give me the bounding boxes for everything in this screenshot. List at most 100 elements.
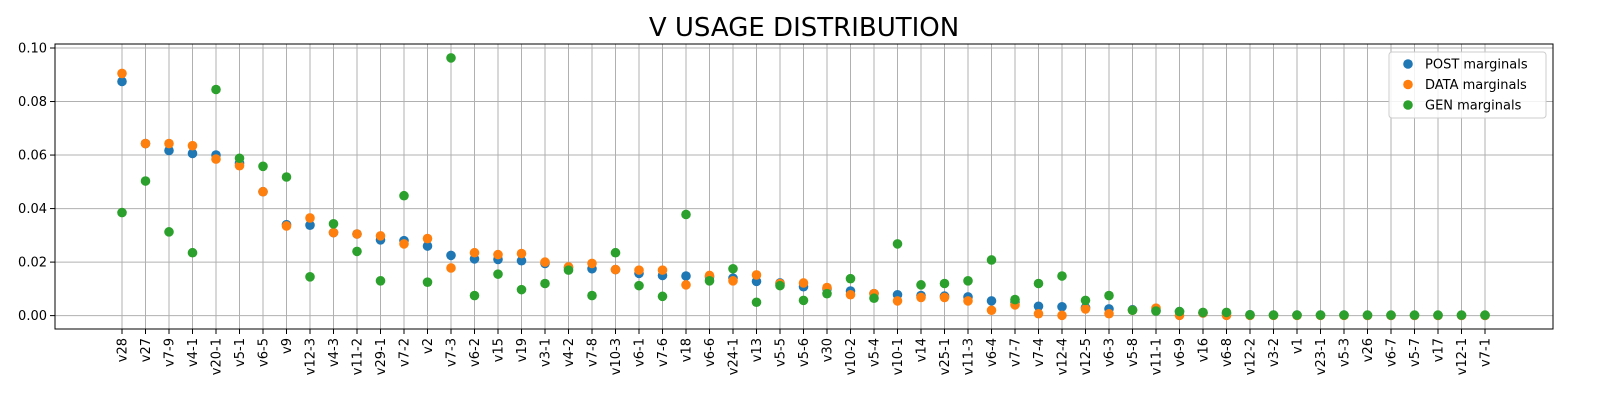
data-point (657, 265, 668, 275)
data-point (728, 263, 738, 274)
data-point (140, 138, 151, 149)
data-point (234, 160, 245, 171)
data-point (1315, 310, 1326, 320)
x-tick-label: v19 (515, 338, 530, 362)
x-tick-label: v7-1 (1479, 338, 1494, 367)
data-point (1151, 306, 1161, 316)
data-point (681, 209, 691, 220)
data-point (399, 239, 409, 249)
x-tick-label: v29-1 (374, 338, 389, 375)
x-tick-label: v7-3 (445, 338, 460, 367)
data-point (375, 231, 386, 241)
data-point (540, 278, 550, 289)
data-point (1386, 310, 1396, 320)
x-tick-label: v6-4 (985, 338, 1000, 367)
data-point (916, 292, 926, 303)
data-point (1057, 271, 1067, 281)
x-tick-label: v7-9 (163, 338, 178, 367)
x-tick-label: v4-1 (186, 338, 201, 367)
data-point (1292, 310, 1302, 320)
y-tick-label: 0.08 (18, 95, 47, 110)
x-tick-label: v12-2 (1244, 338, 1259, 375)
data-point (681, 280, 691, 290)
legend-marker (1403, 59, 1413, 69)
x-tick-label: v11-1 (1150, 338, 1165, 375)
x-tick-label: v7-8 (586, 338, 601, 367)
x-tick-label: v20-1 (210, 338, 225, 375)
x-tick-label: v5-8 (1126, 338, 1141, 367)
data-point (798, 295, 809, 306)
data-point (587, 290, 597, 301)
data-point (1080, 295, 1091, 306)
y-tick-label: 0.00 (18, 309, 47, 324)
x-tick-label: v30 (821, 338, 836, 362)
x-tick-label: v6-8 (1220, 338, 1235, 367)
data-point (1268, 310, 1279, 320)
x-tick-label: v14 (915, 338, 930, 362)
x-tick-label: v2 (421, 338, 436, 354)
data-point (164, 138, 174, 149)
data-point (1104, 308, 1114, 319)
data-point (1198, 307, 1208, 318)
data-point (516, 255, 527, 266)
data-point (634, 265, 644, 275)
x-tick-label: v5-1 (233, 338, 248, 367)
x-tick-label: v24-1 (727, 338, 742, 375)
chart-title: V USAGE DISTRIBUTION (649, 13, 959, 43)
data-point (775, 280, 785, 291)
data-point (1245, 310, 1255, 320)
x-tick-label: v4-2 (562, 338, 577, 367)
legend: POST marginals DATA marginals GEN marginal… (1388, 51, 1547, 119)
x-tick-label: v5-3 (1338, 338, 1353, 367)
x-axis: v28 v27 v7-9 v4-1 v20-1 v5-1 v6-5 v9 v12-3 v4-3 v1… (116, 329, 1494, 375)
data-point (963, 276, 973, 286)
data-point (305, 272, 315, 282)
x-tick-label: v3-1 (539, 338, 554, 367)
data-point (1057, 301, 1067, 312)
data-point (187, 247, 198, 258)
data-point (610, 247, 621, 258)
legend-marker (1403, 79, 1413, 90)
legend-label: POST marginals (1425, 58, 1528, 73)
x-tick-label: v10-3 (609, 338, 624, 375)
data-point (328, 219, 339, 229)
x-tick-label: v10-2 (844, 338, 859, 375)
data-point (728, 276, 738, 286)
data-point (1104, 290, 1114, 301)
data-point (869, 293, 879, 304)
plot-area-frame (54, 43, 1554, 330)
data-point (1033, 301, 1044, 312)
x-tick-label: v4-3 (327, 338, 342, 367)
data-point (610, 264, 621, 275)
x-tick-label: v6-9 (1173, 338, 1188, 367)
y-tick-label: 0.04 (18, 202, 47, 217)
x-tick-label: v26 (1361, 338, 1376, 362)
data-point (352, 246, 362, 257)
data-point (234, 153, 245, 164)
data-point (939, 278, 950, 289)
data-point (305, 220, 315, 230)
data-point (1362, 310, 1373, 320)
x-tick-label: v7-6 (656, 338, 671, 367)
data-point (1174, 306, 1185, 317)
data-point (1033, 278, 1044, 289)
data-point (1033, 308, 1044, 319)
x-tick-label: v6-3 (1103, 338, 1118, 367)
data-point (916, 280, 926, 290)
data-point (1221, 307, 1232, 318)
data-point (751, 270, 762, 280)
x-tick-label: v7-2 (398, 338, 413, 367)
x-tick-label: v12-1 (1455, 338, 1470, 375)
x-tick-label: v11-3 (962, 338, 977, 375)
x-tick-label: v5-6 (797, 338, 812, 367)
data-point (211, 84, 221, 95)
x-tick-label: v25-1 (938, 338, 953, 375)
x-tick-label: v28 (116, 338, 131, 362)
data-point (1480, 310, 1490, 320)
data-point (681, 271, 691, 281)
data-point (258, 186, 268, 197)
legend-label: GEN marginals (1425, 99, 1522, 114)
x-tick-label: v7-4 (1032, 338, 1047, 367)
x-tick-label: v15 (492, 338, 507, 362)
data-point (352, 229, 362, 239)
